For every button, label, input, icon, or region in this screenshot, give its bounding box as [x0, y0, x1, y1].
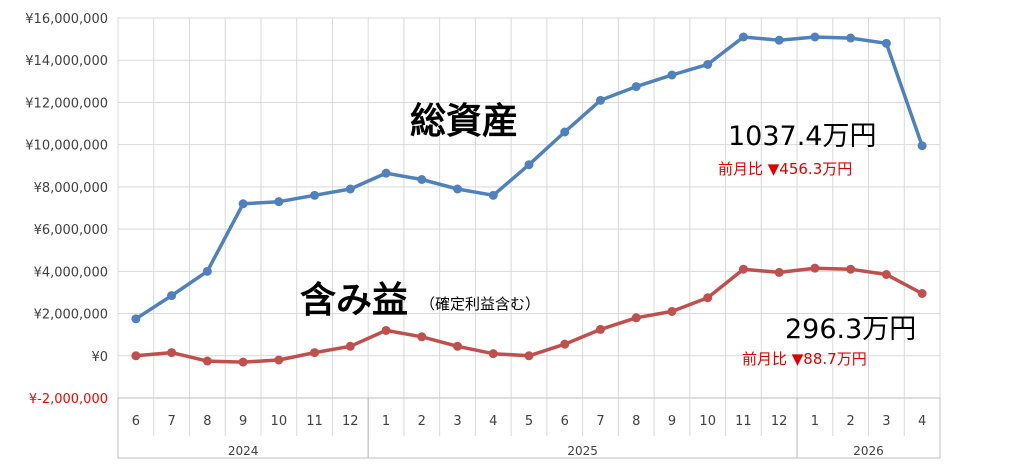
data-point	[738, 264, 748, 274]
data-point	[560, 339, 570, 349]
data-point	[703, 293, 713, 303]
x-tick-label: 8	[632, 414, 640, 429]
x-tick-label: 8	[203, 414, 211, 429]
data-point	[131, 314, 141, 324]
data-point	[595, 95, 605, 105]
data-point	[238, 357, 248, 367]
data-point	[667, 306, 677, 316]
y-tick-label: ¥4,000,000	[34, 265, 108, 280]
data-point	[453, 184, 463, 194]
gridlines	[117, 17, 941, 399]
x-tick-label: 12	[342, 414, 359, 429]
y-tick-label: ¥-2,000,000	[29, 392, 108, 407]
gain-note: （確定利益含む）	[420, 295, 540, 313]
y-axis-ticks: ¥16,000,000 ¥14,000,000 ¥12,000,000 ¥10,000…	[25, 12, 108, 407]
data-point	[274, 197, 284, 207]
y-tick-label: ¥16,000,000	[25, 12, 108, 27]
data-point	[238, 199, 248, 209]
y-tick-label: ¥6,000,000	[34, 223, 108, 238]
data-point	[774, 267, 784, 277]
x-tick-label: 5	[525, 414, 533, 429]
x-tick-label: 6	[132, 414, 140, 429]
data-point	[738, 32, 748, 42]
x-tick-label: 1	[811, 414, 819, 429]
data-point	[881, 38, 891, 48]
x-tick-label: 4	[918, 414, 926, 429]
x-tick-label: 3	[453, 414, 461, 429]
x-tick-label: 11	[735, 414, 752, 429]
data-point	[345, 184, 355, 194]
gain-label: 含み益	[300, 280, 408, 321]
data-point	[417, 175, 427, 184]
data-point	[703, 59, 713, 69]
y-tick-label: ¥14,000,000	[25, 54, 108, 69]
data-point	[381, 168, 391, 178]
data-point	[524, 160, 534, 170]
data-point	[595, 324, 605, 334]
data-point	[310, 190, 320, 200]
x-tick-label: 12	[771, 414, 788, 429]
data-point	[631, 82, 641, 92]
y-tick-label: ¥0	[91, 350, 108, 365]
year-label: 2024	[228, 444, 259, 458]
data-point	[524, 351, 534, 361]
year-label: 2026	[853, 444, 884, 458]
x-tick-label: 6	[561, 414, 569, 429]
data-point	[131, 351, 141, 361]
gain-value: 296.3万円	[785, 314, 916, 345]
data-point	[917, 141, 927, 151]
data-point	[667, 70, 677, 80]
plot-frame	[117, 17, 941, 459]
data-point	[202, 356, 212, 366]
total-assets-value: 1037.4万円	[728, 121, 876, 152]
data-point	[167, 348, 177, 358]
data-point	[274, 355, 284, 365]
data-point	[167, 291, 177, 301]
x-tick-label: 2	[847, 414, 855, 429]
x-tick-label: 7	[596, 414, 604, 429]
data-point	[417, 332, 427, 342]
data-point	[631, 313, 641, 323]
data-point	[310, 348, 320, 358]
x-tick-label: 10	[699, 414, 716, 429]
data-point	[846, 33, 856, 43]
data-point	[810, 32, 820, 42]
y-tick-label: ¥12,000,000	[25, 96, 108, 111]
data-point	[881, 270, 891, 279]
data-point	[345, 341, 355, 351]
y-tick-label: ¥2,000,000	[34, 308, 108, 323]
data-point	[202, 266, 212, 276]
y-tick-label: ¥8,000,000	[34, 181, 108, 196]
x-tick-label: 11	[306, 414, 323, 429]
data-point	[846, 264, 856, 274]
data-point	[917, 289, 927, 298]
x-tick-label: 9	[239, 414, 247, 429]
total-assets-change: 前月比 ▼456.3万円	[718, 160, 852, 178]
data-point	[453, 341, 463, 351]
x-tick-label: 1	[382, 414, 390, 429]
data-point	[774, 35, 784, 45]
data-point	[560, 127, 570, 137]
x-tick-label: 4	[489, 414, 497, 429]
y-tick-label: ¥10,000,000	[25, 139, 108, 154]
x-tick-label: 7	[167, 414, 175, 429]
total-assets-label: 総資産	[410, 101, 518, 142]
x-tick-label: 3	[882, 414, 890, 429]
x-tick-label: 2	[418, 414, 426, 429]
series-layer	[131, 32, 927, 367]
data-point	[810, 263, 820, 273]
x-tick-label: 10	[271, 414, 288, 429]
x-tick-label: 9	[668, 414, 676, 429]
data-point	[488, 349, 498, 359]
year-label: 2025	[567, 444, 598, 458]
data-point	[381, 325, 391, 335]
data-point	[488, 190, 498, 200]
gain-change: 前月比 ▼88.7万円	[742, 350, 867, 368]
